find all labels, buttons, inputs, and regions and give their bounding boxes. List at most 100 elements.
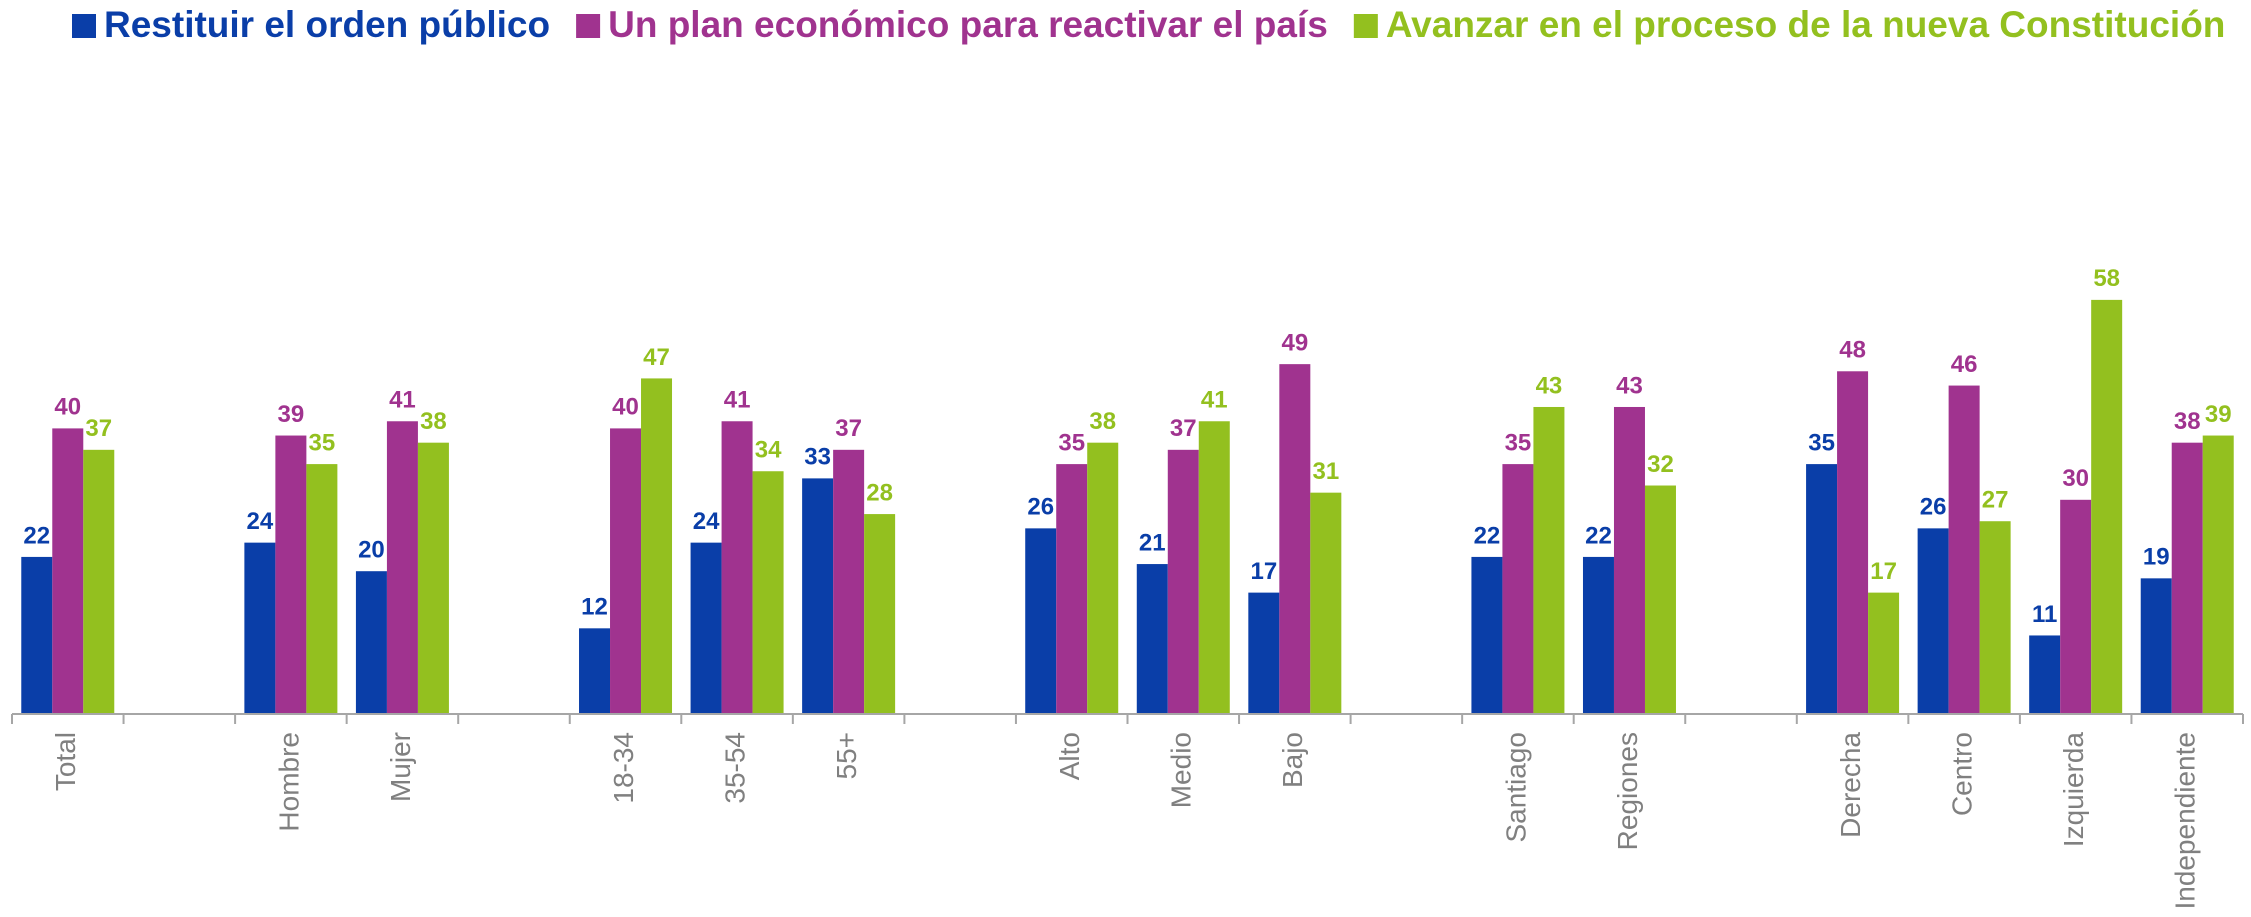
bar [386,421,418,714]
bar [1979,521,2011,714]
x-tick-label: Alto [1054,732,1085,780]
bar [1533,406,1565,714]
bar [83,449,115,714]
data-label: 24 [247,508,274,535]
data-label: 19 [2143,544,2170,571]
data-label: 39 [2205,401,2232,428]
x-tick-label: Hombre [273,732,304,832]
bar [1136,564,1168,714]
data-label: 39 [278,401,305,428]
bar [244,542,276,714]
data-label: 28 [866,479,893,506]
data-label: 40 [612,394,639,421]
bar [1644,485,1676,714]
data-label: 38 [1089,408,1116,435]
data-label: 41 [1201,387,1228,414]
x-tick-label: Total [50,732,81,791]
data-label: 33 [804,444,831,471]
bar [641,378,673,714]
legend-swatch [72,14,96,38]
data-label: 21 [1139,529,1166,556]
legend-swatch [1353,14,1378,38]
bar [2091,299,2123,714]
legend-swatch [576,14,601,38]
bar [2140,578,2172,714]
x-tick-label: Mujer [385,732,416,802]
bar [1248,592,1280,714]
bar [2029,635,2061,714]
x-tick-label: 35-54 [719,732,750,804]
bar [752,471,784,714]
bar [1279,364,1311,714]
data-label: 22 [1585,522,1612,549]
data-label: 26 [1920,494,1947,521]
data-label: 11 [2032,601,2057,628]
bar [275,435,307,714]
data-label: 37 [85,415,112,442]
legend-label: Restituir el orden público [104,4,550,45]
data-label: 40 [54,394,81,421]
data-label: 12 [581,594,608,621]
bar [1198,421,1230,714]
data-label: 34 [755,437,782,464]
bar [690,542,722,714]
data-label: 20 [358,537,385,564]
x-tick-label: Santiago [1500,732,1531,843]
bar [833,449,865,714]
bar [2202,435,2234,714]
bar [306,464,338,714]
bar [2171,442,2203,714]
bar [721,421,753,714]
data-label: 17 [1870,558,1897,585]
bar [1948,385,1980,714]
x-tick-label: Bajo [1277,732,1308,788]
legend-label: Avanzar en el proceso de la nueva Consti… [1386,4,2226,45]
bar [1613,406,1645,714]
data-label: 41 [724,387,751,414]
bar [1056,464,1088,714]
data-label: 38 [420,408,447,435]
bar [1837,371,1869,714]
x-tick-label: 18-34 [608,732,639,804]
bar [1917,528,1949,714]
bar [1310,492,1342,714]
data-label: 35 [1058,429,1085,456]
x-tick-label: Izquierda [2058,732,2089,848]
bar [355,571,387,714]
data-label: 46 [1951,351,1978,378]
data-label: 30 [2062,465,2089,492]
data-label: 22 [23,522,50,549]
x-tick-label: Centro [1947,732,1978,816]
data-label: 32 [1647,451,1674,478]
data-label: 31 [1312,458,1339,485]
data-label: 43 [1536,372,1563,399]
data-label: 58 [2093,265,2120,292]
x-tick-label: Medio [1166,732,1197,808]
data-label: 49 [1281,329,1308,356]
bar [1167,449,1199,714]
bar [21,556,53,714]
data-label: 24 [693,508,720,535]
bar [2060,499,2092,714]
data-label: 48 [1839,337,1866,364]
bar [1806,464,1838,714]
bar [802,478,834,714]
data-label: 35 [1505,429,1532,456]
bar [1582,556,1614,714]
bar [864,514,896,714]
bar [1087,442,1119,714]
x-tick-label: 55+ [831,732,862,780]
data-label: 26 [1027,494,1054,521]
x-tick-label: Regiones [1612,732,1643,850]
data-label: 35 [1808,429,1835,456]
legend-label: Un plan económico para reactivar el país [608,4,1328,45]
data-label: 22 [1474,522,1501,549]
data-label: 17 [1250,558,1277,585]
bar [1502,464,1534,714]
bar [579,628,611,714]
bar [610,428,642,714]
data-label: 43 [1616,372,1643,399]
data-label: 41 [389,387,416,414]
data-label: 27 [1982,487,2009,514]
